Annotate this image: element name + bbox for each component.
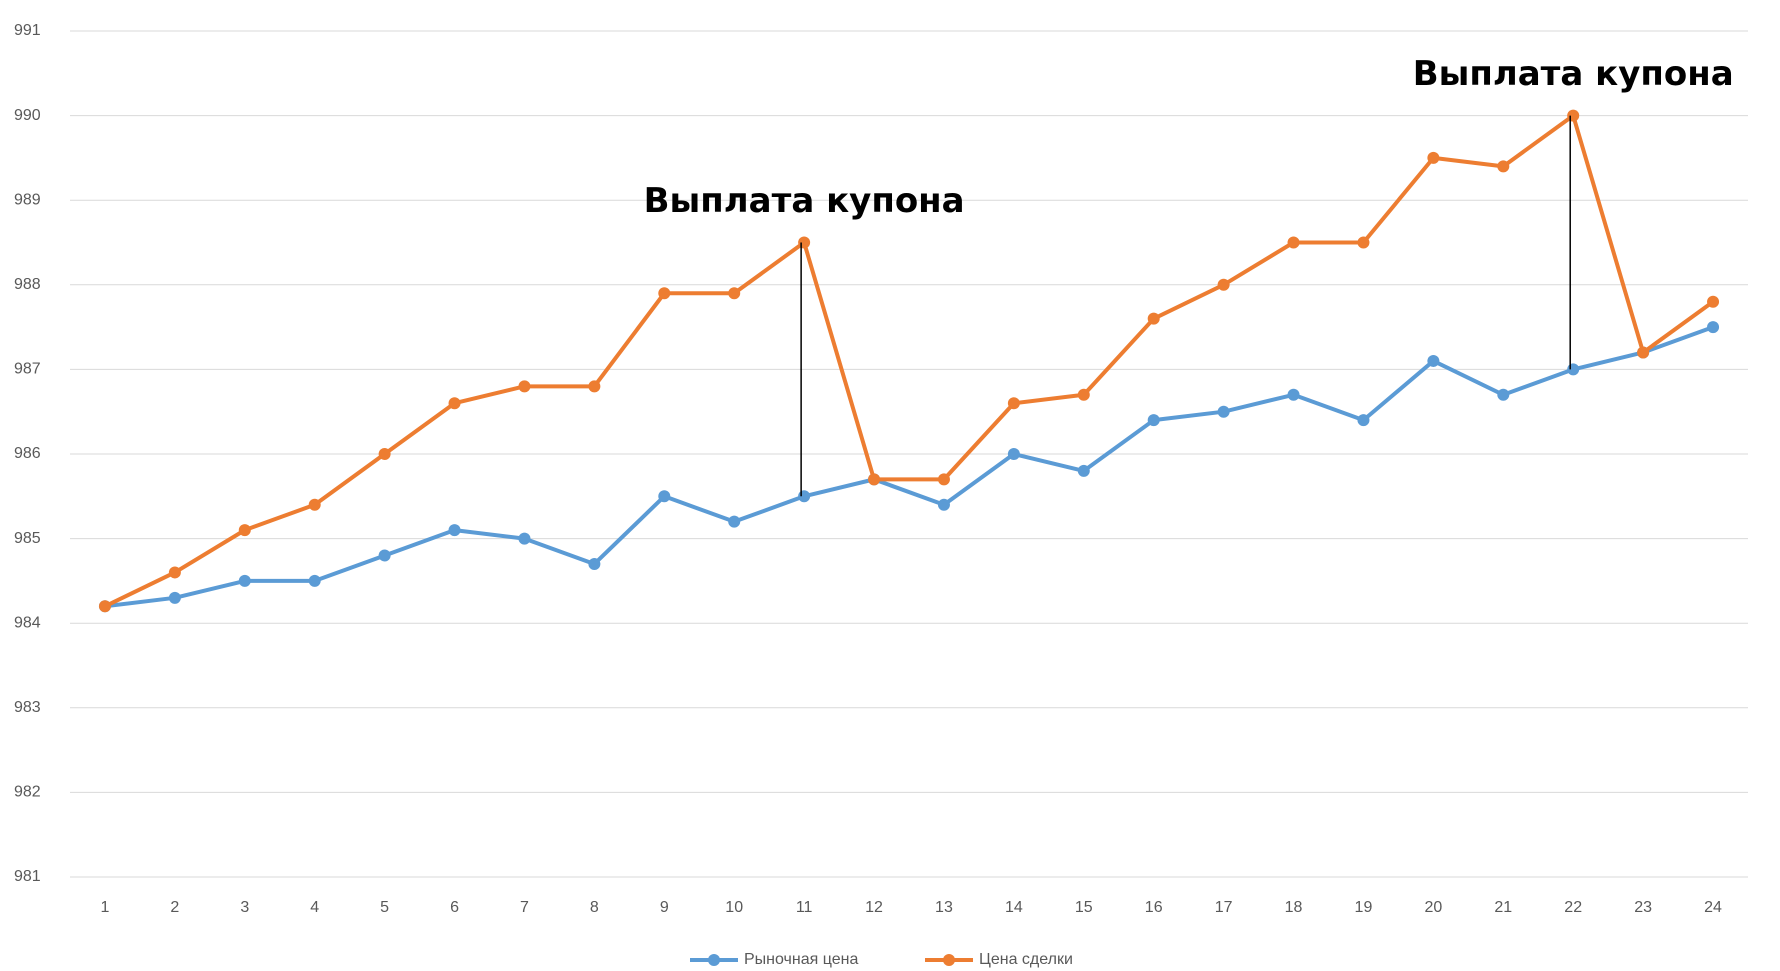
point [868, 473, 881, 486]
x-tick-label: 23 [1634, 899, 1652, 916]
point [1497, 388, 1510, 401]
point [378, 448, 391, 460]
x-tick-label: 5 [380, 899, 389, 916]
point [1427, 151, 1440, 164]
x-tick-label: 11 [796, 899, 813, 916]
x-tick-label: 16 [1145, 899, 1163, 916]
point [168, 591, 181, 604]
x-tick-label: 3 [240, 899, 249, 916]
point [238, 524, 251, 537]
x-tick-label: 2 [170, 899, 179, 916]
legend-marker [708, 954, 720, 966]
x-tick-label: 8 [590, 899, 599, 916]
y-tick-label: 990 [14, 107, 41, 124]
point [588, 557, 601, 570]
x-tick-label: 15 [1075, 899, 1093, 916]
x-tick-label: 18 [1285, 899, 1303, 916]
point [1497, 160, 1510, 173]
x-tick-label: 20 [1424, 899, 1442, 916]
y-tick-label: 983 [14, 699, 41, 716]
point [798, 236, 811, 249]
x-tick-label: 6 [450, 899, 459, 916]
point [518, 380, 531, 393]
point [1007, 397, 1020, 410]
x-tick-label: 13 [935, 899, 953, 916]
point [1077, 388, 1090, 401]
annotation: Выплата купона [644, 181, 965, 221]
point [308, 498, 321, 511]
legend-label: Рыночная цена [744, 951, 858, 968]
y-tick-label: 988 [14, 276, 41, 293]
point [1567, 363, 1580, 376]
point [308, 574, 321, 587]
series-line [104, 113, 1715, 609]
point [98, 600, 111, 613]
point [1147, 312, 1160, 325]
y-tick-label: 984 [14, 614, 41, 631]
x-tick-label: 9 [660, 899, 669, 916]
x-tick-label: 7 [520, 899, 529, 916]
series-line [104, 325, 1714, 609]
point [518, 532, 531, 545]
point [1357, 414, 1370, 427]
x-tick-label: 10 [725, 899, 743, 916]
point [937, 498, 950, 511]
y-tick-label: 985 [14, 530, 41, 547]
x-tick-label: 19 [1355, 899, 1373, 916]
point [448, 524, 461, 537]
point [658, 287, 671, 300]
legend-marker [943, 954, 955, 966]
point [658, 490, 671, 503]
point [588, 380, 601, 393]
point [1217, 278, 1230, 291]
annotation: Выплата купона [1413, 54, 1734, 94]
point [1217, 405, 1230, 418]
point [1357, 236, 1370, 249]
point [1707, 295, 1720, 308]
point [798, 490, 811, 503]
y-tick-label: 991 [14, 22, 41, 39]
point [238, 574, 251, 587]
point [1427, 354, 1440, 367]
legend-label: Цена сделки [979, 951, 1073, 968]
point [1707, 321, 1720, 334]
x-tick-label: 1 [101, 899, 110, 916]
x-tick-label: 24 [1704, 899, 1722, 916]
point [728, 287, 741, 300]
x-tick-label: 14 [1005, 899, 1023, 916]
y-tick-label: 986 [14, 445, 41, 462]
point [1637, 346, 1650, 359]
point [1287, 388, 1300, 401]
x-tick-label: 17 [1215, 899, 1233, 916]
point [1147, 414, 1160, 427]
point [378, 549, 391, 562]
y-tick-label: 989 [14, 191, 41, 208]
point [937, 473, 950, 486]
x-tick-label: 21 [1494, 899, 1512, 916]
x-tick-label: 22 [1564, 899, 1582, 916]
point [448, 397, 461, 410]
point [1287, 236, 1300, 249]
y-tick-label: 982 [14, 784, 41, 801]
point [168, 566, 181, 579]
point [1077, 464, 1090, 477]
x-tick-label: 4 [310, 899, 319, 916]
point [1567, 109, 1580, 122]
y-tick-label: 981 [14, 868, 41, 885]
x-tick-label: 12 [865, 899, 883, 916]
point [1007, 448, 1020, 460]
point [728, 515, 741, 528]
y-tick-label: 987 [14, 361, 41, 378]
